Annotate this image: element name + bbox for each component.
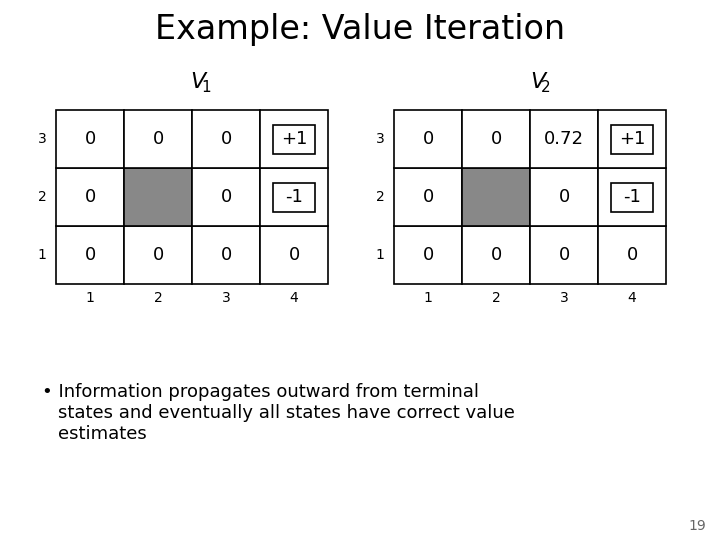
Text: 1: 1 xyxy=(423,291,433,305)
Bar xyxy=(462,226,530,284)
Text: 0: 0 xyxy=(220,130,232,148)
Bar xyxy=(598,168,666,226)
Bar xyxy=(192,168,260,226)
Text: states and eventually all states have correct value: states and eventually all states have co… xyxy=(58,404,515,422)
Bar xyxy=(598,110,666,168)
Text: 0: 0 xyxy=(153,246,163,264)
Text: -1: -1 xyxy=(623,188,641,206)
Bar xyxy=(530,226,598,284)
Text: Example: Value Iteration: Example: Value Iteration xyxy=(155,14,565,46)
Text: -1: -1 xyxy=(285,188,303,206)
Text: 0: 0 xyxy=(84,188,96,206)
Text: 0: 0 xyxy=(490,130,502,148)
Bar xyxy=(394,226,462,284)
Text: 0: 0 xyxy=(423,246,433,264)
Text: 0: 0 xyxy=(423,130,433,148)
Bar xyxy=(56,226,124,284)
Text: 0: 0 xyxy=(559,188,570,206)
Text: 0: 0 xyxy=(559,246,570,264)
Bar xyxy=(192,226,260,284)
Bar xyxy=(192,110,260,168)
Text: 0.72: 0.72 xyxy=(544,130,584,148)
Bar xyxy=(611,183,653,212)
Bar xyxy=(260,168,328,226)
Bar xyxy=(273,125,315,153)
Text: 3: 3 xyxy=(559,291,568,305)
Text: 1: 1 xyxy=(86,291,94,305)
Bar xyxy=(56,110,124,168)
Text: 0: 0 xyxy=(220,246,232,264)
Bar xyxy=(124,168,192,226)
Bar xyxy=(260,226,328,284)
Text: V: V xyxy=(530,72,545,92)
Text: 2: 2 xyxy=(376,190,384,204)
Text: 0: 0 xyxy=(153,130,163,148)
Text: 1: 1 xyxy=(376,248,384,262)
Text: +1: +1 xyxy=(618,130,645,148)
Bar xyxy=(462,110,530,168)
Bar xyxy=(530,168,598,226)
Text: V: V xyxy=(190,72,205,92)
Text: estimates: estimates xyxy=(58,425,147,443)
Bar xyxy=(124,226,192,284)
Text: 2: 2 xyxy=(492,291,500,305)
Text: 4: 4 xyxy=(628,291,636,305)
Bar xyxy=(530,110,598,168)
Bar xyxy=(56,168,124,226)
Text: 0: 0 xyxy=(84,130,96,148)
Text: 3: 3 xyxy=(37,132,46,146)
Text: 1: 1 xyxy=(37,248,46,262)
Text: 4: 4 xyxy=(289,291,298,305)
Text: 0: 0 xyxy=(220,188,232,206)
Text: 19: 19 xyxy=(688,519,706,533)
Text: 0: 0 xyxy=(84,246,96,264)
Text: 0: 0 xyxy=(423,188,433,206)
Text: 0: 0 xyxy=(289,246,300,264)
Text: 0: 0 xyxy=(490,246,502,264)
Text: 2: 2 xyxy=(541,80,551,96)
Text: 3: 3 xyxy=(222,291,230,305)
Text: 2: 2 xyxy=(153,291,163,305)
Text: 3: 3 xyxy=(376,132,384,146)
Bar xyxy=(394,168,462,226)
Text: • Information propagates outward from terminal: • Information propagates outward from te… xyxy=(42,383,479,401)
Bar xyxy=(462,168,530,226)
Bar xyxy=(611,125,653,153)
Text: 1: 1 xyxy=(201,80,211,96)
Text: 2: 2 xyxy=(37,190,46,204)
Bar xyxy=(273,183,315,212)
Bar xyxy=(394,110,462,168)
Bar xyxy=(124,110,192,168)
Bar xyxy=(260,110,328,168)
Bar xyxy=(598,226,666,284)
Text: 0: 0 xyxy=(626,246,638,264)
Text: +1: +1 xyxy=(281,130,307,148)
